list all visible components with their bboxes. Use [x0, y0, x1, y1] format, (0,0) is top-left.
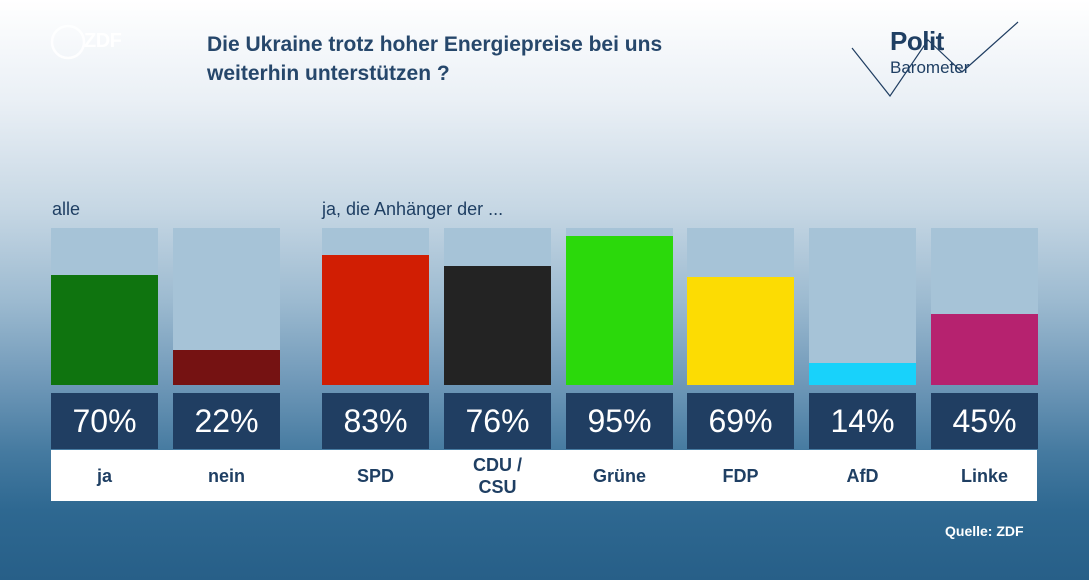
value-label-fdp: 69%: [687, 393, 794, 449]
bar-grüne: [566, 236, 673, 385]
zdf-logo-text: ZDF: [84, 30, 122, 52]
bar-fdp: [687, 277, 794, 385]
bar-track-grüne: [566, 228, 673, 385]
category-label-spd: SPD: [356, 465, 394, 486]
source-note: Quelle: ZDF: [945, 523, 1024, 539]
value-label-afd: 14%: [809, 393, 916, 449]
category-label-ja: ja: [96, 465, 112, 486]
category-label-fdp: FDP: [722, 465, 759, 486]
bar-ja: [51, 275, 158, 385]
bar-track-afd: [809, 228, 916, 385]
politbarometer-title: Polit: [890, 26, 944, 56]
value-label-spd: 83%: [322, 393, 429, 449]
category-label-linke: Linke: [960, 465, 1008, 486]
chart-title-line-1: Die Ukraine trotz hoher Energiepreise be…: [207, 33, 663, 56]
politbarometer-logo: Polit Barometer: [850, 20, 1030, 100]
bar-track-ja: [51, 228, 158, 385]
bar-nein: [173, 350, 280, 385]
politbarometer-line-icon: [851, 21, 1019, 98]
chart-title: Die Ukraine trotz hoher Energiepreise be…: [207, 30, 827, 88]
bar-spd: [322, 255, 429, 385]
zdf-logo-icon: [50, 24, 86, 60]
bar-track-fdp: [687, 228, 794, 385]
value-label-grüne: 95%: [566, 393, 673, 449]
group-label-all: alle: [52, 199, 81, 219]
category-label-afd: AfD: [846, 465, 879, 486]
bar-cdu-csu: [444, 266, 551, 385]
group-label-supporters: ja, die Anhänger der ...: [322, 199, 504, 219]
chart-title-line-2: weiterhin unterstützen ?: [207, 62, 450, 85]
category-label-band: [51, 450, 1037, 501]
bar-track-linke: [931, 228, 1038, 385]
bar-track-spd: [322, 228, 429, 385]
politbarometer-subtitle: Barometer: [890, 58, 970, 77]
bar-linke: [931, 314, 1038, 385]
value-label-cdu-csu: 76%: [444, 393, 551, 449]
value-label-ja: 70%: [51, 393, 158, 449]
value-label-linke: 45%: [931, 393, 1038, 449]
zdf-logo: ZDF: [50, 24, 138, 60]
category-label-grüne: Grüne: [592, 465, 646, 486]
category-label-cdu-csu: CDU / CSU: [473, 454, 522, 497]
category-label-nein: nein: [207, 465, 245, 486]
value-label-nein: 22%: [173, 393, 280, 449]
bar-track-nein: [173, 228, 280, 385]
bar-track-cdu-csu: [444, 228, 551, 385]
bar-afd: [809, 363, 916, 385]
